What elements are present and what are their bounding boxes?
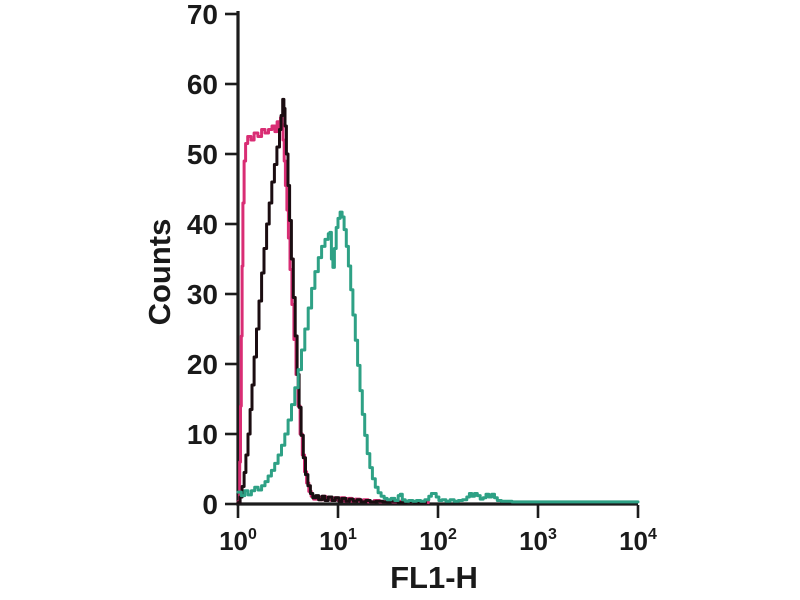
series-magenta-control xyxy=(236,116,430,505)
y-axis: 70 60 50 40 30 20 10 0 Counts xyxy=(142,0,240,520)
y-tick-label: 0 xyxy=(202,489,218,520)
x-tick-label: 103 xyxy=(519,526,557,556)
x-tick-label: 104 xyxy=(619,526,657,556)
y-tick-label: 10 xyxy=(187,419,218,450)
x-axis-title: FL1-H xyxy=(390,560,478,595)
y-tick-label: 40 xyxy=(187,209,218,240)
y-tick-label: 50 xyxy=(187,139,218,170)
series-dark-control xyxy=(236,97,427,505)
y-axis-title: Counts xyxy=(142,219,177,326)
y-tick-label: 30 xyxy=(187,279,218,310)
y-tick-label: 70 xyxy=(187,0,218,30)
x-tick-label: 101 xyxy=(319,526,357,556)
series-green-stained xyxy=(236,210,640,504)
series-group xyxy=(236,97,640,505)
x-axis: 100 101 102 103 104 FL1-H xyxy=(219,502,657,595)
x-tick-label: 102 xyxy=(419,526,457,556)
y-tick-label: 60 xyxy=(187,69,218,100)
x-tick-label: 100 xyxy=(219,526,257,556)
y-tick-label: 20 xyxy=(187,349,218,380)
